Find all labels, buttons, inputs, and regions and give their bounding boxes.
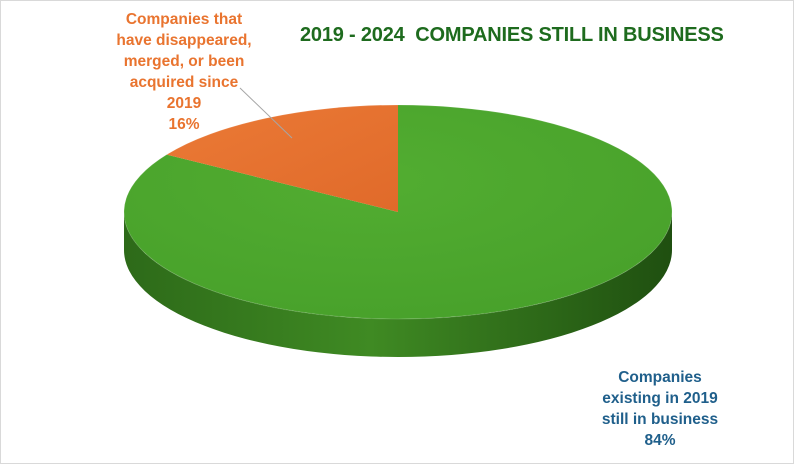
pie-rim [123,104,673,320]
slice-label-disappeared: Companies that have disappeared, merged,… [90,9,278,135]
leader-line [239,87,293,139]
slice-label-line: have disappeared, [116,32,252,49]
slice-label-line: 2019 [166,95,202,112]
pie-slice-disappeared [166,105,398,212]
slice-label-line: Companies [618,369,702,386]
slice-label-line: Companies that [125,11,243,28]
pie-group [123,104,673,357]
slice-label-line: merged, or been [123,53,245,70]
slice-label-line: still in business [601,411,719,428]
slice-label-still-in-business: Companies existing in 2019 still in busi… [580,367,740,451]
chart-title: 2019 - 2024 COMPANIES STILL IN BUSINESS [300,24,724,46]
pie-side-still-in-business [124,212,672,357]
slice-label-line: acquired since [129,74,239,91]
slice-value-label: 16% [168,116,200,133]
slice-value-label: 84% [644,432,676,449]
slice-label-line: existing in 2019 [602,390,718,407]
pie-slice-still-in-business [123,105,672,319]
